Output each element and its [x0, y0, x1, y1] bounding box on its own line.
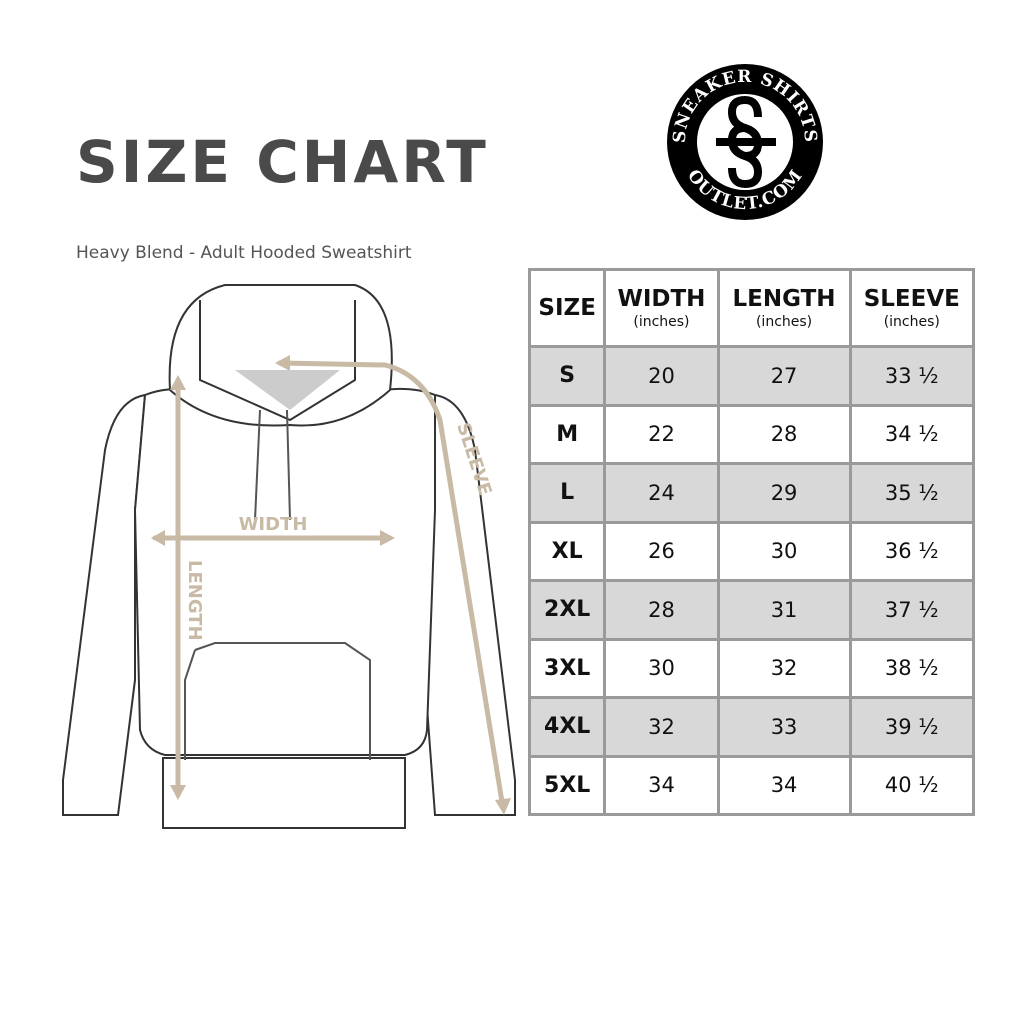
cell-width: 20 [603, 345, 720, 407]
brand-logo: SNEAKER SHIRTS OUTLET.COM [667, 64, 823, 220]
cell-length: 28 [716, 403, 852, 465]
cell-length: 33 [716, 696, 852, 758]
width-label: WIDTH [239, 514, 308, 535]
table-row: M 22 28 34 ½ [527, 403, 976, 465]
cell-width: 24 [603, 462, 720, 524]
cell-sleeve: 35 ½ [848, 462, 976, 524]
table-row: 5XL 34 34 40 ½ [527, 754, 976, 816]
cell-width: 30 [603, 637, 720, 699]
cell-sleeve: 33 ½ [848, 345, 976, 407]
cell-width: 34 [603, 754, 720, 816]
length-label: LENGTH [184, 560, 205, 641]
cell-width: 26 [603, 520, 720, 582]
cell-length: 29 [716, 462, 852, 524]
col-header-length: LENGTH (inches) [716, 268, 852, 348]
table-row: L 24 29 35 ½ [527, 462, 976, 524]
cell-size: L [527, 462, 607, 524]
size-table: SIZE WIDTH (inches) LENGTH (inches) SLEEVE… [527, 268, 976, 816]
col-header-width: WIDTH (inches) [603, 268, 720, 348]
cell-length: 27 [716, 345, 852, 407]
cell-width: 22 [603, 403, 720, 465]
waistband [162, 757, 406, 829]
cell-length: 31 [716, 579, 852, 641]
cell-size: 5XL [527, 754, 607, 816]
cell-size: M [527, 403, 607, 465]
cell-sleeve: 38 ½ [848, 637, 976, 699]
cell-sleeve: 37 ½ [848, 579, 976, 641]
cell-width: 28 [603, 579, 720, 641]
table-header-row: SIZE WIDTH (inches) LENGTH (inches) SLEEVE… [527, 268, 976, 348]
col-header-sleeve: SLEEVE (inches) [848, 268, 976, 348]
left-sleeve [62, 393, 147, 816]
table-row: S 20 27 33 ½ [527, 345, 976, 407]
cell-width: 32 [603, 696, 720, 758]
cell-sleeve: 34 ½ [848, 403, 976, 465]
hoodie-diagram: WIDTH LENGTH SLEEVE [62, 284, 516, 829]
cell-size: 4XL [527, 696, 607, 758]
table-row: XL 26 30 36 ½ [527, 520, 976, 582]
cell-size: 2XL [527, 579, 607, 641]
cell-size: S [527, 345, 607, 407]
cell-length: 34 [716, 754, 852, 816]
col-header-size: SIZE [527, 268, 607, 348]
table-row: 3XL 30 32 38 ½ [527, 637, 976, 699]
cell-sleeve: 36 ½ [848, 520, 976, 582]
cell-length: 32 [716, 637, 852, 699]
cell-sleeve: 40 ½ [848, 754, 976, 816]
cell-size: 3XL [527, 637, 607, 699]
table-row: 4XL 32 33 39 ½ [527, 696, 976, 758]
page-title: SIZE CHART [76, 128, 489, 196]
table-row: 2XL 28 31 37 ½ [527, 579, 976, 641]
cell-length: 30 [716, 520, 852, 582]
cell-size: XL [527, 520, 607, 582]
product-subtitle: Heavy Blend - Adult Hooded Sweatshirt [76, 243, 412, 263]
cell-sleeve: 39 ½ [848, 696, 976, 758]
